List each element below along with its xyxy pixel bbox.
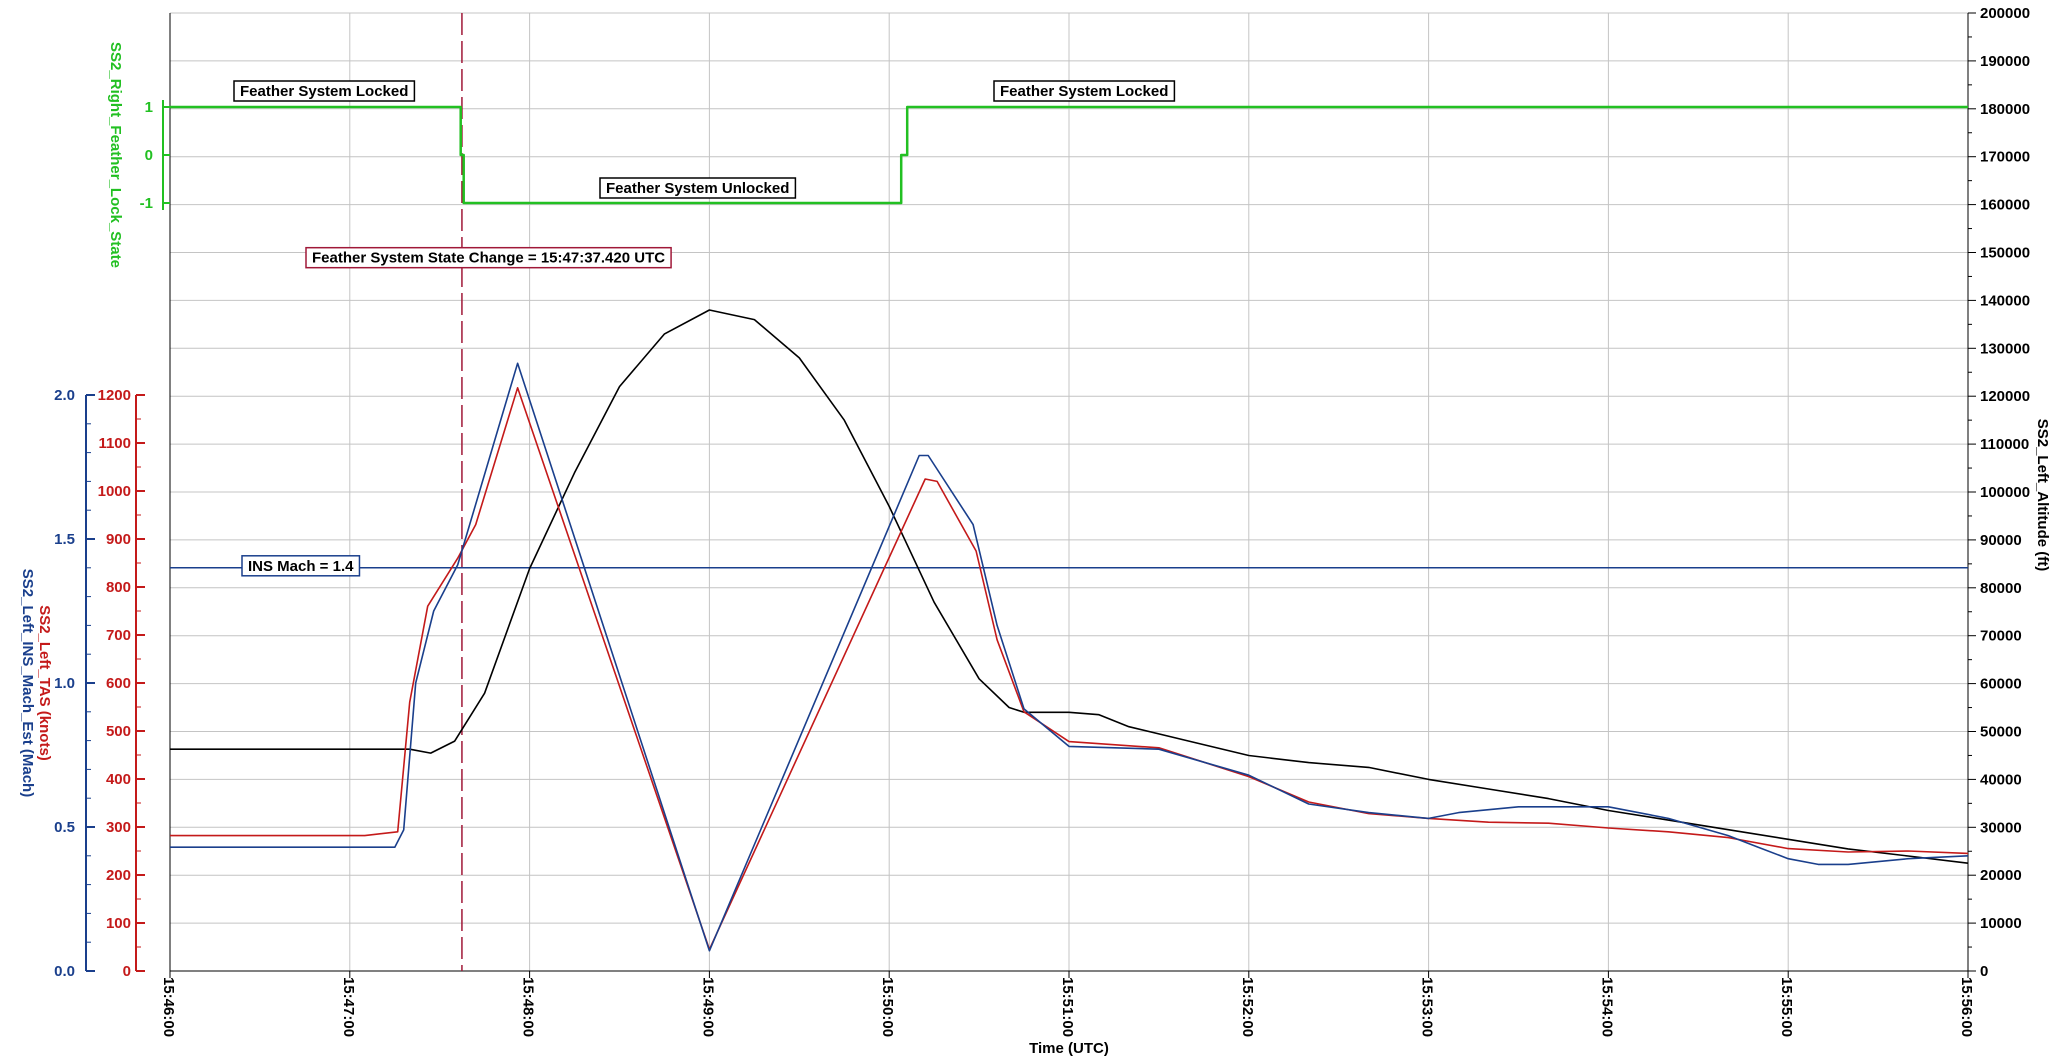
annotation-box	[241, 555, 361, 577]
tas-tick-label: 700	[106, 627, 131, 644]
x-tick-label: 15:53:00	[1419, 977, 1436, 1037]
grid	[169, 12, 1969, 972]
annotation-box	[993, 80, 1176, 102]
altitude-tick-label: 20000	[1980, 867, 2022, 884]
annotation-feather-unlocked: Feather System Unlocked	[599, 177, 797, 199]
x-tick-label: 15:48:00	[520, 977, 537, 1037]
altitude-tick-label: 120000	[1980, 388, 2030, 405]
annotation-feather-locked-2: Feather System Locked	[993, 80, 1176, 102]
annotation-text: Feather System Locked	[1000, 83, 1168, 100]
altitude-tick-label: 170000	[1980, 149, 2030, 166]
altitude-tick-label: 150000	[1980, 245, 2030, 262]
reference-lines	[170, 13, 1968, 971]
tick-labels: 0100002000030000400005000060000700008000…	[54, 5, 2030, 1037]
x-tick-label: 15:49:00	[699, 977, 716, 1037]
feather-tick-label: 1	[145, 99, 153, 116]
altitude-tick-label: 200000	[1980, 5, 2030, 22]
altitude-tick-label: 0	[1980, 963, 1988, 980]
tas-tick-label: 200	[106, 867, 131, 884]
axes	[85, 12, 1976, 978]
altitude-tick-label: 40000	[1980, 771, 2022, 788]
x-axis-title: Time (UTC)	[1029, 1040, 1109, 1057]
altitude-tick-label: 110000	[1980, 436, 2029, 453]
tas-tick-label: 500	[106, 723, 131, 740]
tas-tick-label: 300	[106, 819, 131, 836]
feather-state-series-line	[170, 105, 1968, 205]
mach-tick-label: 2.0	[54, 387, 75, 404]
mach-tick-label: 0.5	[54, 819, 75, 836]
tas-axis-title: SS2_Left_TAS (knots)	[36, 605, 53, 761]
altitude-tick-label: 90000	[1980, 532, 2022, 549]
tas-tick-label: 0	[123, 963, 131, 980]
tas-tick-label: 1100	[98, 435, 131, 452]
altitude-tick-label: 100000	[1980, 484, 2030, 501]
annotations: Feather System Locked Feather System Unlo…	[233, 80, 1176, 577]
x-tick-label: 15:51:00	[1059, 977, 1076, 1037]
mach-tick-label: 1.0	[54, 675, 75, 692]
annotation-box	[599, 177, 797, 199]
mach-tick-label: 0.0	[54, 963, 75, 980]
x-tick-label: 15:56:00	[1958, 977, 1975, 1037]
feather-tick-label: 0	[145, 147, 153, 164]
altitude-tick-label: 50000	[1980, 724, 2022, 741]
tas-tick-label: 100	[106, 915, 131, 932]
annotation-ins-mach: INS Mach = 1.4	[241, 555, 361, 577]
tas-tick-label: 600	[106, 675, 131, 692]
tas-tick-label: 400	[106, 771, 131, 788]
altitude-tick-label: 180000	[1980, 101, 2030, 118]
altitude-tick-label: 130000	[1980, 340, 2030, 357]
x-tick-label: 15:47:00	[340, 977, 357, 1037]
mach-axis-title: SS2_Left_INS_Mach_Est (Mach)	[19, 569, 36, 797]
altitude-tick-label: 140000	[1980, 292, 2030, 309]
feather-axis-title: SS2_Right_Feather_Lock_State	[107, 42, 124, 268]
tas-tick-label: 900	[106, 531, 131, 548]
altitude-tick-label: 70000	[1980, 628, 2022, 645]
tas-series-line	[170, 386, 1969, 951]
x-tick-label: 15:52:00	[1239, 977, 1256, 1037]
axis-titles: Time (UTC) SS2_Right_Feather_Lock_State SS…	[19, 42, 2051, 1057]
mach-tick-label: 1.5	[54, 531, 75, 548]
altitude-tick-label: 190000	[1980, 53, 2030, 70]
altitude-tick-label: 160000	[1980, 197, 2030, 214]
tas-tick-label: 800	[106, 579, 131, 596]
annotation-box	[233, 80, 416, 102]
altitude-axis-title: SS2_Left_Altitude (ft)	[2034, 419, 2051, 572]
annotation-state-change: Feather System State Change = 15:47:37.4…	[305, 246, 672, 269]
mach-series-line	[170, 362, 1969, 952]
altitude-tick-label: 10000	[1980, 915, 2022, 932]
altitude-tick-label: 80000	[1980, 580, 2022, 597]
annotation-box	[305, 246, 672, 269]
series-lines	[170, 105, 1969, 952]
altitude-tick-label: 30000	[1980, 819, 2022, 836]
annotation-text: Feather System Unlocked	[606, 180, 789, 197]
feather-tick-label: -1	[140, 195, 153, 212]
x-tick-label: 15:46:00	[160, 977, 177, 1037]
altitude-tick-label: 60000	[1980, 676, 2022, 693]
tas-tick-label: 1000	[98, 483, 131, 500]
x-tick-label: 15:54:00	[1598, 977, 1615, 1037]
annotation-feather-locked: Feather System Locked	[233, 80, 416, 102]
annotation-text: Feather System State Change = 15:47:37.4…	[312, 250, 665, 267]
tas-tick-label: 1200	[98, 387, 131, 404]
annotation-text: Feather System Locked	[240, 83, 408, 100]
x-tick-label: 15:55:00	[1778, 977, 1795, 1037]
x-tick-label: 15:50:00	[879, 977, 896, 1037]
annotation-text: INS Mach = 1.4	[248, 558, 354, 575]
